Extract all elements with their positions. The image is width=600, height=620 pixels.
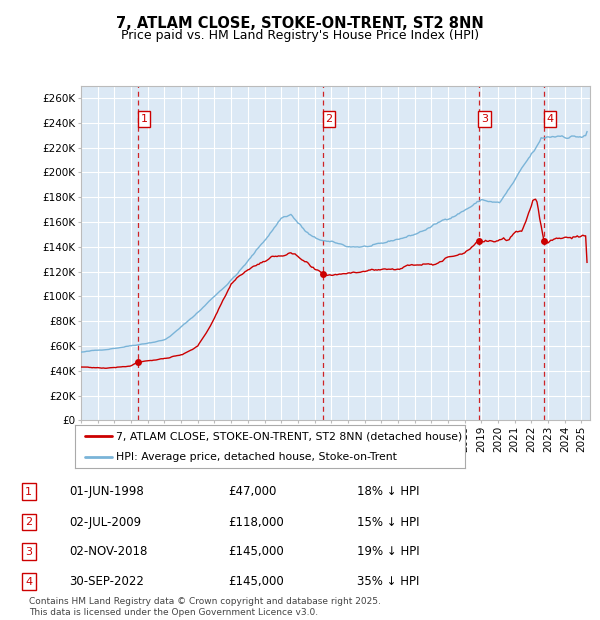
Text: 2: 2: [25, 517, 32, 527]
Text: £145,000: £145,000: [228, 546, 284, 558]
Text: 4: 4: [25, 577, 32, 587]
Text: 2: 2: [325, 114, 332, 124]
Text: 35% ↓ HPI: 35% ↓ HPI: [357, 575, 419, 588]
Text: 18% ↓ HPI: 18% ↓ HPI: [357, 485, 419, 498]
Text: £145,000: £145,000: [228, 575, 284, 588]
Text: HPI: Average price, detached house, Stoke-on-Trent: HPI: Average price, detached house, Stok…: [116, 453, 397, 463]
Text: Price paid vs. HM Land Registry's House Price Index (HPI): Price paid vs. HM Land Registry's House …: [121, 30, 479, 42]
Text: 3: 3: [481, 114, 488, 124]
Text: £118,000: £118,000: [228, 516, 284, 528]
Text: 01-JUN-1998: 01-JUN-1998: [69, 485, 144, 498]
Text: 3: 3: [25, 547, 32, 557]
Text: 30-SEP-2022: 30-SEP-2022: [69, 575, 144, 588]
Text: 02-NOV-2018: 02-NOV-2018: [69, 546, 148, 558]
Text: 4: 4: [547, 114, 554, 124]
Text: 19% ↓ HPI: 19% ↓ HPI: [357, 546, 419, 558]
Text: £47,000: £47,000: [228, 485, 277, 498]
Text: 02-JUL-2009: 02-JUL-2009: [69, 516, 141, 528]
Text: 1: 1: [140, 114, 148, 124]
Text: Contains HM Land Registry data © Crown copyright and database right 2025.
This d: Contains HM Land Registry data © Crown c…: [29, 598, 380, 617]
Text: 1: 1: [25, 487, 32, 497]
Text: 7, ATLAM CLOSE, STOKE-ON-TRENT, ST2 8NN (detached house): 7, ATLAM CLOSE, STOKE-ON-TRENT, ST2 8NN …: [116, 431, 462, 441]
Text: 7, ATLAM CLOSE, STOKE-ON-TRENT, ST2 8NN: 7, ATLAM CLOSE, STOKE-ON-TRENT, ST2 8NN: [116, 16, 484, 31]
Text: 15% ↓ HPI: 15% ↓ HPI: [357, 516, 419, 528]
